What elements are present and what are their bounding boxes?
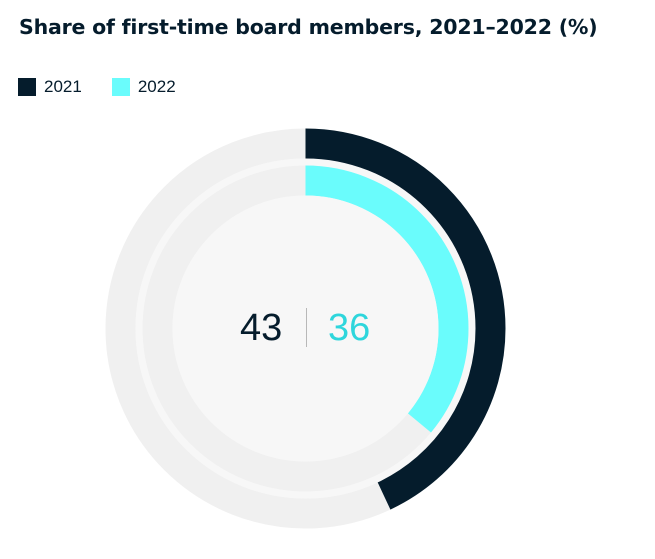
legend-item-2022: 2022 bbox=[111, 77, 176, 97]
chart-title: Share of first-time board members, 2021–… bbox=[19, 15, 598, 39]
legend-label-2021: 2021 bbox=[44, 77, 82, 96]
legend-item-2021: 2021 bbox=[18, 77, 82, 97]
center-value-2021: 43 bbox=[240, 307, 283, 349]
legend: 2021 2022 bbox=[18, 77, 206, 97]
legend-swatch-2021 bbox=[18, 78, 36, 96]
legend-label-2022: 2022 bbox=[137, 77, 176, 96]
arc-2022 bbox=[142, 165, 469, 492]
center-value-2022: 36 bbox=[328, 307, 371, 349]
gap-ring bbox=[135, 158, 476, 499]
legend-swatch-2022 bbox=[111, 78, 130, 96]
center-divider bbox=[306, 308, 307, 347]
arc-2021 bbox=[105, 128, 506, 529]
center-disc bbox=[172, 195, 439, 462]
